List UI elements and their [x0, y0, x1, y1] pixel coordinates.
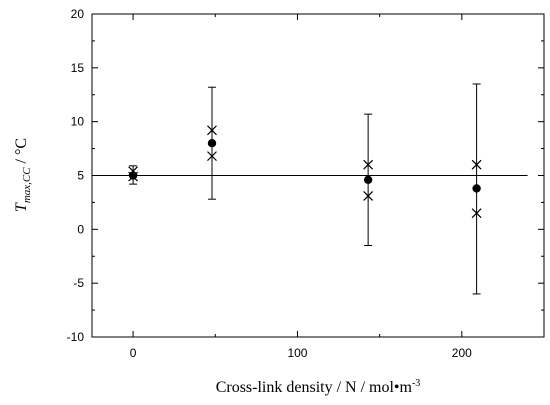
- cross-marker: [471, 159, 482, 170]
- y-axis-title-subscript: max,CC: [21, 167, 33, 203]
- error-bars-layer: [129, 83, 481, 295]
- x-tick-label: 200: [452, 346, 472, 360]
- cross-marker: [363, 191, 374, 201]
- y-tick-label: 20: [71, 7, 85, 21]
- y-tick-label: -5: [73, 276, 84, 290]
- y-axis-title-main: T: [13, 202, 30, 212]
- cross-marker: [207, 125, 217, 136]
- x-tick-label: 100: [287, 346, 307, 360]
- x-tick-label: 0: [130, 346, 137, 360]
- y-tick-label: -10: [67, 330, 85, 344]
- x-axis-title: Cross-link density / N / mol•m-3: [216, 378, 421, 396]
- x-axis-title-superscript: -3: [412, 378, 420, 389]
- y-tick-label: 10: [71, 115, 85, 129]
- mean-point: [128, 171, 138, 180]
- y-axis-ticks: -10 -5 0 5 10 15 20: [67, 7, 544, 344]
- y-tick-label: 15: [71, 61, 85, 75]
- y-axis-title: Tmax,CC / °C: [13, 138, 33, 212]
- cross-marker: [363, 159, 374, 170]
- mean-point: [363, 175, 373, 185]
- cross-marker: [207, 151, 217, 162]
- y-axis-title-unit: / °C: [13, 138, 30, 168]
- mean-point: [207, 139, 217, 148]
- mean-point: [472, 184, 481, 193]
- x-axis-ticks: 0 100 200: [130, 14, 545, 360]
- x-axis-title-main: Cross-link density / N / mol•m: [216, 379, 413, 396]
- y-tick-label: 0: [77, 222, 84, 236]
- cross-marker: [471, 208, 482, 219]
- y-tick-label: 5: [77, 169, 84, 183]
- data-points-layer: [128, 125, 482, 219]
